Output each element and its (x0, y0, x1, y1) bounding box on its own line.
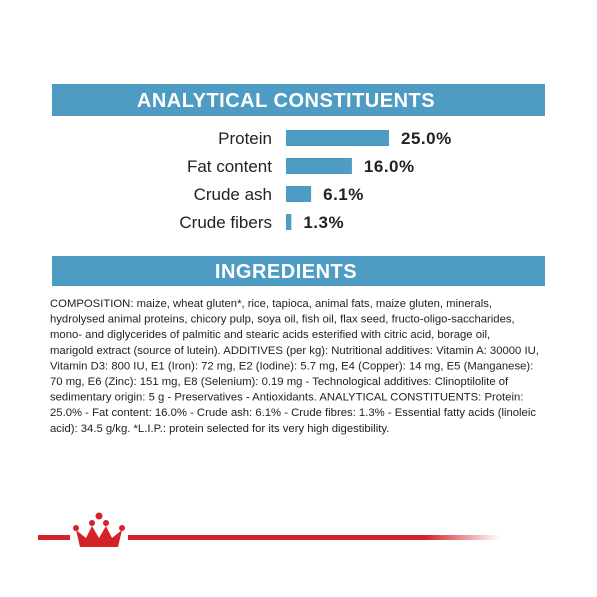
ingredients-text: hydrolysed animal proteins, chicory pulp… (50, 314, 515, 326)
ingredients-text: marigold extract (source of lutein). ADD… (50, 345, 539, 357)
ingredients-text: 70 mg, E6 (Zinc): 151 mg, E8 (Selenium):… (50, 376, 509, 388)
value-label: 1.3% (303, 213, 344, 232)
bar (286, 214, 292, 230)
ingredients-text: COMPOSITION: maize, wheat gluten*, rice,… (50, 298, 492, 310)
ingredients-title: INGREDIENTS (215, 261, 357, 283)
footer (38, 512, 500, 547)
ingredients-text: mono- and diglycerides of palmitic and s… (50, 329, 490, 341)
footer-line (128, 535, 500, 540)
ingredients-text: 25.0% - Fat content: 16.0% - Crude ash: … (50, 407, 536, 419)
bar (286, 158, 352, 174)
category-label: Crude fibers (179, 213, 272, 232)
crown-logo (119, 525, 125, 531)
ingredients-text: acid): 34.5 g/kg. *L.I.P.: protein selec… (50, 423, 389, 435)
header-band (52, 256, 545, 286)
bar (286, 186, 312, 202)
category-label: Fat content (187, 157, 272, 176)
value-label: 16.0% (364, 157, 415, 176)
category-label: Crude ash (194, 185, 272, 204)
crown-logo (95, 512, 103, 520)
crown-logo (89, 520, 95, 526)
footer-line (38, 535, 70, 540)
bar (286, 130, 389, 146)
crown-logo (103, 520, 109, 526)
header-band (52, 84, 545, 116)
ingredients-text: Vitamin D3: 800 IU, E1 (Iron): 72 mg, E2… (50, 360, 533, 372)
value-label: 25.0% (401, 129, 452, 148)
ingredients-text: sedimentary origin: 5 g - Preservatives … (50, 392, 523, 404)
crown-logo (76, 526, 122, 547)
value-label: 6.1% (323, 185, 364, 204)
chart-title: ANALYTICAL CONSTITUENTS (137, 90, 435, 112)
crown-logo (73, 525, 79, 531)
category-label: Protein (218, 129, 272, 148)
